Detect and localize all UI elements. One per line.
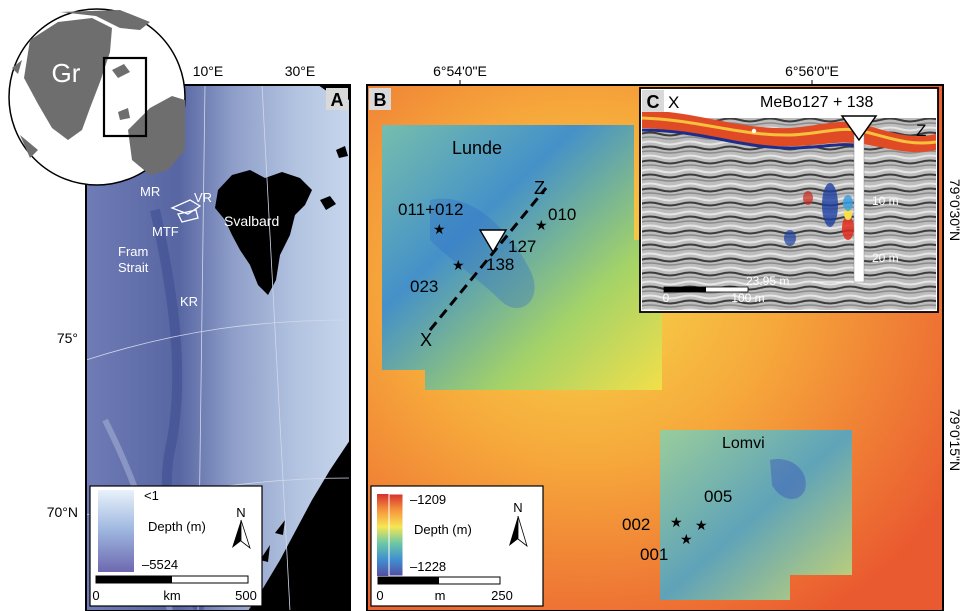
panel-a-site-outline — [170, 199, 202, 223]
panel-a-lon-label: 30°E — [285, 63, 316, 79]
star-marker-icon: ★ — [535, 217, 548, 233]
site-label: 001 — [640, 545, 668, 564]
panel-b-legend: –1209 Depth (m) –1228 N 0 m 250 — [370, 485, 544, 607]
lunde-survey-area — [382, 125, 662, 390]
panel-a-lon-label: 10°E — [193, 63, 224, 79]
depth-title: Depth (m) — [414, 522, 472, 537]
depth-min-label: –1228 — [410, 559, 446, 574]
site-label: 005 — [704, 487, 732, 506]
scale-unit-label: km — [163, 588, 180, 603]
panel-a-legend: <1 Depth (m) –5524 N 0 km 500 — [89, 485, 263, 607]
site-label: 023 — [410, 277, 438, 296]
north-label: N — [236, 505, 245, 520]
globe-land-north — [60, 10, 150, 30]
scale-end-label: 100 m — [731, 291, 764, 305]
place-label-mr: MR — [140, 184, 160, 199]
scale-start-label: 0 — [92, 588, 99, 603]
lomvi-survey-area — [660, 430, 852, 600]
panel-c-letter: C — [647, 92, 660, 112]
inset-globe: Gr — [8, 8, 186, 186]
site-label: 010 — [548, 205, 576, 224]
panel-b-frame — [366, 84, 944, 611]
star-marker-icon: ★ — [433, 221, 446, 237]
globe-greenland — [24, 18, 112, 140]
panel-b-lon-label: 6°54'0"E — [433, 63, 487, 79]
site-label: 002 — [622, 515, 650, 534]
site-label: 011+012 — [398, 200, 463, 219]
place-label-fram-strait: Strait — [118, 260, 149, 275]
panel-c: MeBo127 + 138 X Z 10 m 20 m 23.95 m 0 10… — [639, 87, 939, 313]
site-label-lomvi: Lomvi — [722, 435, 765, 452]
site-label: 127 — [508, 237, 536, 256]
place-label-kr: KR — [180, 294, 198, 309]
seismic-section — [642, 118, 936, 310]
profile-line — [428, 187, 548, 331]
panel-a-scandinavia — [248, 440, 350, 611]
depth-tick-label: 20 m — [872, 251, 899, 265]
place-label-fram-strait: Fram — [118, 244, 148, 259]
site-label: 138 — [486, 255, 514, 274]
panel-c-frame — [639, 87, 939, 313]
panel-b-lat-label: 79°0'15"N — [947, 409, 963, 471]
globe-scandinavia — [128, 96, 185, 175]
place-label-mtf: MTF — [152, 224, 179, 239]
panel-b-lat-label: 79°0'30"N — [947, 179, 963, 241]
borehole-column — [853, 133, 865, 283]
profile-end-label-x: X — [420, 330, 432, 350]
seismic-title: MeBo127 + 138 — [760, 94, 874, 111]
panel-a-lat-label: 75° — [57, 330, 78, 346]
core-length-label: 23.95 m — [746, 274, 789, 288]
place-label-vr: VR — [194, 190, 212, 205]
scale-end-label: 250 — [491, 588, 513, 603]
panel-b-letter: B — [374, 90, 387, 110]
depth-title: Depth (m) — [148, 519, 206, 534]
panel-b-lon-label: 6°56'0"E — [785, 63, 839, 79]
place-label-svalbard: Svalbard — [224, 213, 279, 229]
scale-unit-label: m — [435, 588, 446, 603]
globe-label-greenland: Gr — [52, 58, 81, 88]
scale-end-label: 500 — [235, 588, 257, 603]
profile-end-label-x: X — [668, 93, 679, 112]
star-marker-icon: ★ — [670, 514, 683, 530]
globe-study-area-box — [102, 56, 148, 138]
depth-max-label: –1209 — [410, 492, 446, 507]
profile-end-label-z: Z — [534, 178, 545, 198]
panel-a-svalbard — [215, 170, 312, 295]
north-label: N — [513, 500, 522, 515]
star-marker-icon: ★ — [452, 257, 465, 273]
depth-tick-label: 10 m — [872, 194, 899, 208]
depth-min-label: –5524 — [142, 557, 178, 572]
site-label-lunde: Lunde — [452, 138, 502, 158]
star-marker-icon: ★ — [695, 517, 708, 533]
depth-colorbar — [377, 494, 389, 576]
scale-start-label: 0 — [663, 291, 670, 305]
profile-end-label-z: Z — [916, 121, 926, 140]
drill-site-marker-icon — [478, 229, 508, 254]
depth-colorbar — [98, 490, 134, 572]
depth-max-label: <1 — [144, 488, 159, 503]
panel-a-letter: A — [331, 90, 344, 110]
drill-site-marker-icon — [840, 115, 878, 142]
panel-a-frame — [85, 84, 351, 611]
panel-a-lat-label: 70°N — [47, 504, 78, 520]
star-marker-icon: ★ — [680, 531, 693, 547]
scale-start-label: 0 — [376, 588, 383, 603]
